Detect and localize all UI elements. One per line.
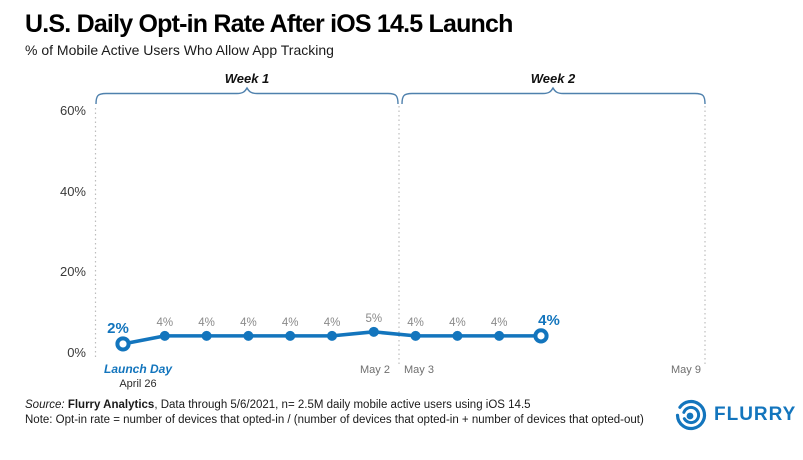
data-point-label: 4% (324, 317, 341, 329)
flurry-logo-text: FLURRY (714, 404, 797, 425)
x-axis-label-may-2: May 2 (360, 364, 390, 376)
data-point-marker (159, 330, 170, 341)
x-axis-label-may-9: May 9 (671, 364, 701, 376)
data-point-label: 2% (107, 320, 129, 337)
data-point-label: 4% (491, 317, 508, 329)
data-point-label: 4% (538, 312, 560, 329)
source-line: Source: Flurry Analytics, Data through 5… (25, 398, 644, 413)
y-axis-tick-0: 0% (67, 345, 86, 360)
data-point-label: 5% (365, 313, 382, 325)
x-axis-label-may-3: May 3 (404, 364, 434, 376)
page-subtitle: % of Mobile Active Users Who Allow App T… (25, 42, 334, 58)
y-axis-tick-20: 20% (59, 264, 86, 279)
data-point-label: 4% (156, 317, 173, 329)
week2-annotation: Week 2 (530, 71, 576, 86)
source-name: Flurry Analytics (67, 399, 155, 411)
data-point-label: 4% (240, 317, 257, 329)
flurry-logo-icon (675, 399, 707, 431)
data-point-label: 4% (198, 317, 215, 329)
data-point-label: 4% (407, 317, 424, 329)
data-point-marker (410, 330, 421, 341)
data-point-marker-open (115, 336, 131, 352)
x-axis-label-april-26: April 26 (119, 378, 157, 390)
y-axis-tick-40: 40% (59, 184, 86, 199)
data-point-marker (368, 326, 379, 337)
data-point-marker (201, 330, 212, 341)
note-line: Note: Opt-in rate = number of devices th… (25, 414, 644, 426)
page-title: U.S. Daily Opt-in Rate After iOS 14.5 La… (25, 10, 513, 38)
data-point-marker (327, 330, 337, 341)
week-brace (95, 86, 399, 105)
data-point-marker (243, 330, 254, 341)
footer-notes: Source: Flurry Analytics, Data through 5… (25, 398, 644, 428)
x-axis-label-launch-day: Launch Day (103, 362, 172, 376)
data-point-label: 4% (449, 317, 466, 329)
data-point-marker (285, 330, 296, 341)
source-detail: , Data through 5/6/2021, n= 2.5M daily m… (154, 399, 531, 411)
data-point-marker (452, 330, 463, 341)
data-point-marker-open (533, 328, 549, 344)
y-axis-tick-60: 60% (59, 103, 86, 118)
week-brace (401, 86, 706, 105)
source-prefix: Source: (25, 399, 68, 411)
data-point-label: 4% (282, 317, 299, 329)
flurry-logo: FLURRY (674, 398, 796, 432)
week1-annotation: Week 1 (224, 71, 270, 86)
data-point-marker (494, 330, 505, 341)
